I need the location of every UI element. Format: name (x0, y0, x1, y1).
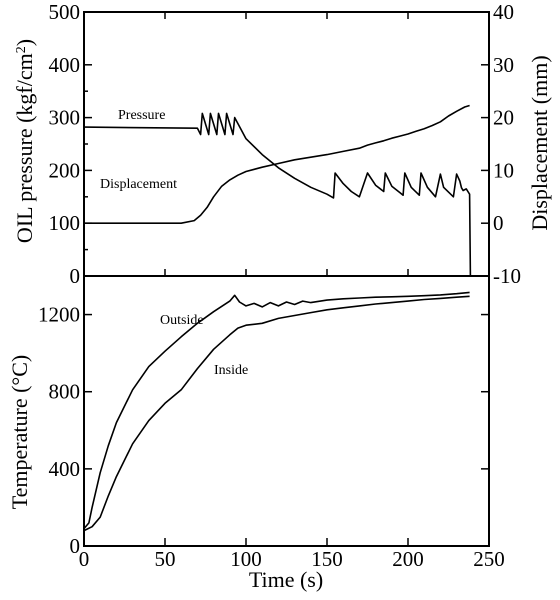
left-y-tick-label: 200 (49, 158, 81, 182)
right-y-tick-label: 0 (493, 211, 504, 235)
time-x-tick-label: 100 (230, 547, 262, 571)
temperature-axis-title-unit: °C (7, 362, 32, 385)
temperature-y-tick-label: 0 (70, 534, 81, 558)
top-series-layer (83, 104, 472, 277)
left-y-tick-label: 500 (49, 0, 81, 24)
right-y-tick-label: 20 (493, 106, 514, 130)
oil-pressure-axis-title: OIL pressure (kgf/cm2) (12, 39, 37, 243)
bottom-plot-frame (83, 275, 490, 547)
left-y-tick-label: 400 (49, 53, 81, 77)
bottom-panel: 0 400 800 1200 0 50 100 150 200 250 Outside Insid… (7, 275, 505, 592)
time-x-tick-label: 150 (311, 547, 343, 571)
temperature-axis-title: Temperature (°C) (7, 355, 32, 509)
right-y-tick-label: 30 (493, 53, 514, 77)
inside-series-label: Inside (214, 363, 248, 378)
time-x-tick-label: 200 (392, 547, 424, 571)
outside-series-label: Outside (160, 313, 204, 328)
temperature-y-tick-label: 400 (49, 457, 81, 481)
time-x-tick-label: 250 (473, 547, 505, 571)
left-y-tick-label: 100 (49, 211, 81, 235)
temperature-y-tick-label: 1200 (38, 303, 80, 327)
oil-pressure-axis-title-sup: 2 (14, 46, 29, 53)
left-y-tick-label: 0 (70, 264, 81, 288)
displacement-series-label: Displacement (100, 177, 177, 192)
pressure-line (83, 112, 472, 277)
pressure-series-label: Pressure (118, 108, 165, 123)
right-y-tick-label: 40 (493, 0, 514, 24)
right-y-tick-label: -10 (493, 264, 521, 288)
displacement-line (84, 104, 470, 224)
oil-pressure-axis-title-main: OIL pressure (kgf/cm (12, 53, 37, 243)
temperature-axis-title-close: ) (7, 355, 32, 362)
time-x-tick-label: 0 (79, 547, 90, 571)
bottom-ticks-layer: 0 400 800 1200 0 50 100 150 200 250 (38, 303, 505, 571)
temperature-axis-title-main: Temperature ( (7, 386, 32, 510)
time-axis-title: Time (s) (249, 567, 323, 592)
displacement-axis-title: Displacement (mm) (527, 55, 552, 230)
time-x-tick-label: 50 (155, 547, 176, 571)
top-panel: 0 100 200 300 400 500 -10 0 10 20 30 40 Pressure Di… (12, 0, 552, 288)
left-y-tick-label: 300 (49, 106, 81, 130)
temperature-y-tick-label: 800 (49, 380, 81, 404)
oil-pressure-axis-title-close: ) (12, 39, 37, 46)
right-y-tick-label: 10 (493, 158, 514, 182)
top-ticks-layer: 0 100 200 300 400 500 -10 0 10 20 30 40 (49, 0, 522, 288)
top-plot-frame (83, 11, 490, 277)
inside-temperature-line (83, 295, 470, 532)
bottom-series-layer (83, 291, 470, 532)
outside-temperature-line (83, 291, 470, 530)
